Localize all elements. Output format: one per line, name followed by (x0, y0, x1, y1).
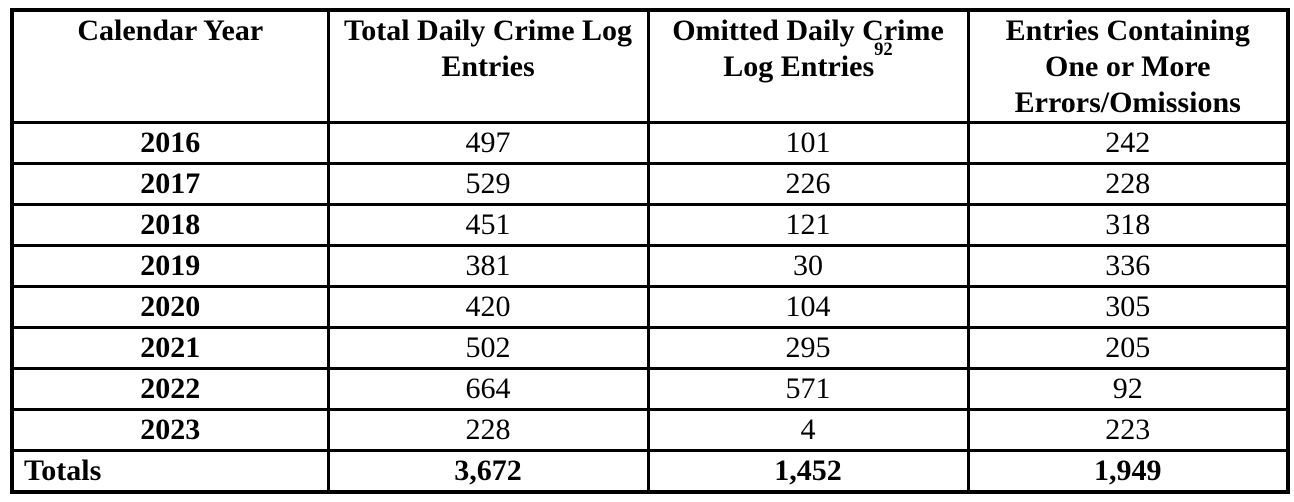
table-header: Calendar Year Total Daily Crime Log Entr… (10, 8, 1290, 124)
table-row: 2021 502 295 205 (10, 326, 1290, 370)
footnote-reference: 92 (874, 38, 893, 60)
year-cell: 2021 (10, 326, 330, 370)
table-row: 2019 381 30 336 (10, 244, 1290, 288)
errors-omissions-cell: 228 (966, 162, 1290, 206)
omitted-entries-cell: 226 (646, 162, 970, 206)
total-entries-cell: 502 (326, 326, 650, 370)
col-header-total-entries-label: Total Daily Crime Log Entries (343, 14, 633, 83)
table-footer: Totals 3,672 1,452 1,949 (10, 449, 1290, 494)
year-cell: 2023 (10, 408, 330, 452)
table-body: 2016 497 101 242 2017 529 226 228 2018 4… (10, 121, 1290, 452)
col-header-total-entries: Total Daily Crime Log Entries (326, 8, 650, 124)
totals-omitted-entries: 1,452 (646, 449, 970, 494)
totals-row: Totals 3,672 1,452 1,949 (10, 449, 1290, 494)
omitted-entries-cell: 571 (646, 367, 970, 411)
year-cell: 2020 (10, 285, 330, 329)
total-entries-cell: 451 (326, 203, 650, 247)
year-cell: 2022 (10, 367, 330, 411)
total-entries-cell: 497 (326, 121, 650, 165)
total-entries-cell: 664 (326, 367, 650, 411)
errors-omissions-cell: 318 (966, 203, 1290, 247)
errors-omissions-cell: 205 (966, 326, 1290, 370)
table-row: 2018 451 121 318 (10, 203, 1290, 247)
year-cell: 2019 (10, 244, 330, 288)
year-cell: 2016 (10, 121, 330, 165)
header-row: Calendar Year Total Daily Crime Log Entr… (10, 8, 1290, 124)
col-header-calendar-year-label: Calendar Year (77, 14, 264, 47)
total-entries-cell: 420 (326, 285, 650, 329)
table-row: 2022 664 571 92 (10, 367, 1290, 411)
totals-errors-omissions: 1,949 (966, 449, 1290, 494)
col-header-omitted-entries-label: Omitted Daily Crime Log Entries (672, 14, 944, 83)
col-header-omitted-entries: Omitted Daily Crime Log Entries92 (646, 8, 970, 124)
errors-omissions-cell: 223 (966, 408, 1290, 452)
omitted-entries-cell: 295 (646, 326, 970, 370)
omitted-entries-cell: 101 (646, 121, 970, 165)
year-cell: 2017 (10, 162, 330, 206)
col-header-errors-omissions: Entries Containing One or More Errors/Om… (966, 8, 1290, 124)
totals-total-entries: 3,672 (326, 449, 650, 494)
errors-omissions-cell: 305 (966, 285, 1290, 329)
table-row: 2017 529 226 228 (10, 162, 1290, 206)
col-header-errors-omissions-label: Entries Containing One or More Errors/Om… (1005, 14, 1250, 119)
errors-omissions-cell: 92 (966, 367, 1290, 411)
totals-label: Totals (10, 449, 330, 494)
omitted-entries-cell: 104 (646, 285, 970, 329)
year-cell: 2018 (10, 203, 330, 247)
total-entries-cell: 529 (326, 162, 650, 206)
errors-omissions-cell: 242 (966, 121, 1290, 165)
col-header-calendar-year: Calendar Year (10, 8, 330, 124)
errors-omissions-cell: 336 (966, 244, 1290, 288)
total-entries-cell: 228 (326, 408, 650, 452)
daily-crime-log-table: Calendar Year Total Daily Crime Log Entr… (10, 8, 1290, 494)
table-row: 2023 228 4 223 (10, 408, 1290, 452)
total-entries-cell: 381 (326, 244, 650, 288)
table-row: 2020 420 104 305 (10, 285, 1290, 329)
omitted-entries-cell: 121 (646, 203, 970, 247)
table-row: 2016 497 101 242 (10, 121, 1290, 165)
omitted-entries-cell: 30 (646, 244, 970, 288)
omitted-entries-cell: 4 (646, 408, 970, 452)
